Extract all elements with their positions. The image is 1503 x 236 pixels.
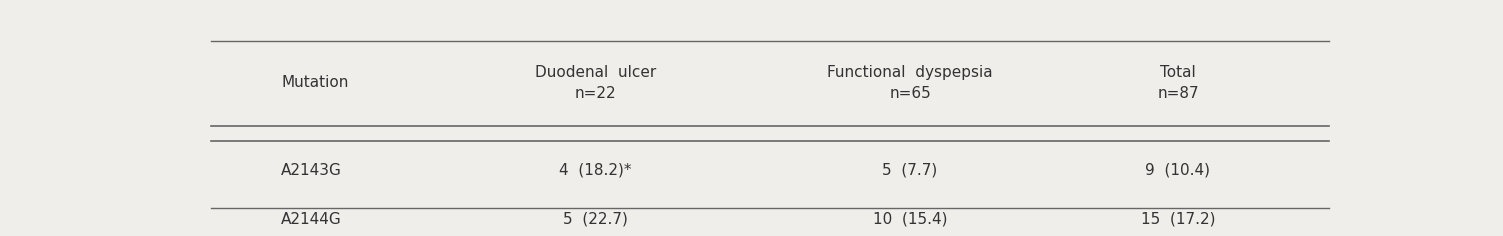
Text: 9  (10.4): 9 (10.4) xyxy=(1145,163,1210,177)
Text: 4  (18.2)*: 4 (18.2)* xyxy=(559,163,631,177)
Text: 5  (22.7): 5 (22.7) xyxy=(564,212,628,227)
Text: A2143G: A2143G xyxy=(281,163,343,177)
Text: 15  (17.2): 15 (17.2) xyxy=(1141,212,1216,227)
Text: 10  (15.4): 10 (15.4) xyxy=(873,212,947,227)
Text: 5  (7.7): 5 (7.7) xyxy=(882,163,938,177)
Text: Duodenal  ulcer
n=22: Duodenal ulcer n=22 xyxy=(535,65,657,101)
Text: Functional  dyspepsia
n=65: Functional dyspepsia n=65 xyxy=(827,65,993,101)
Text: A2144G: A2144G xyxy=(281,212,341,227)
Text: Mutation: Mutation xyxy=(281,75,349,90)
Text: Total
n=87: Total n=87 xyxy=(1157,65,1199,101)
